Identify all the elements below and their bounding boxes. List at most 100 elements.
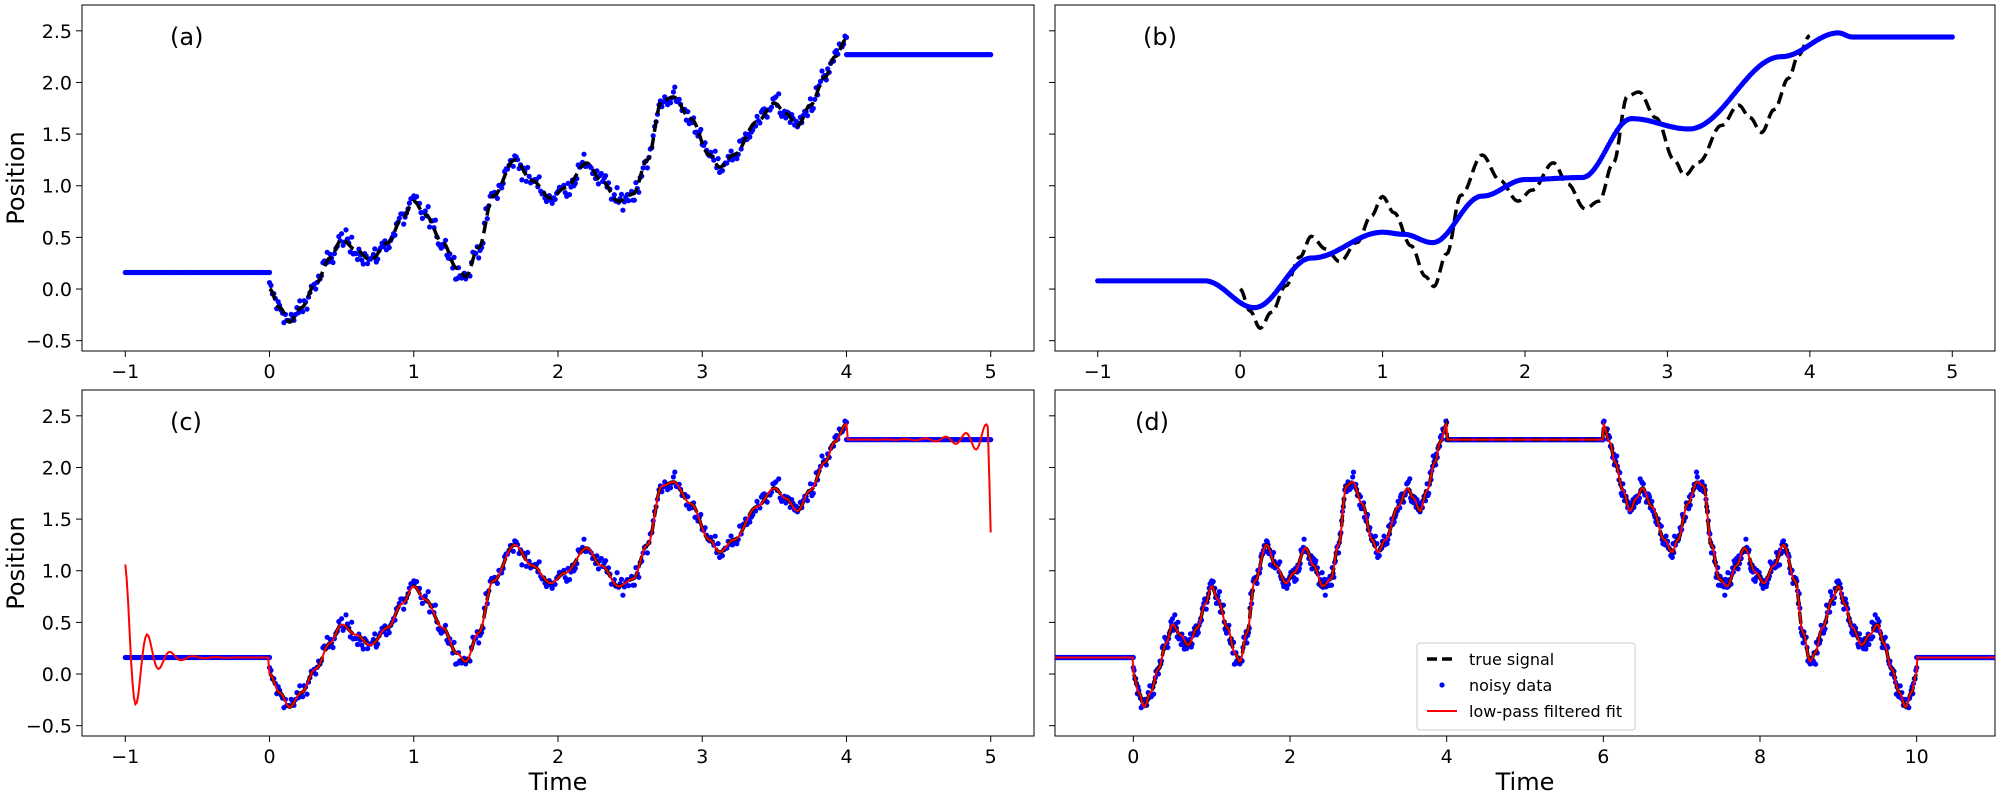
x-tick-label: 5 — [985, 746, 997, 768]
x-axis-label: Time — [1495, 768, 1555, 796]
legend-label: true signal — [1469, 650, 1554, 669]
noisy-data-point — [510, 163, 516, 169]
y-tick-label: 0.5 — [42, 227, 72, 249]
noisy-data-point — [819, 68, 825, 74]
noisy-data-point — [566, 192, 573, 198]
noisy-data-point — [353, 251, 359, 257]
noisy-data-point — [494, 580, 500, 587]
noisy-data-point — [484, 216, 490, 222]
noisy-data-point — [804, 498, 811, 504]
noisy-data-point — [515, 157, 521, 163]
noisy-data-point — [499, 185, 505, 191]
noisy-data-point — [667, 100, 674, 106]
x-tick-label: 0 — [263, 746, 275, 768]
noisy-data-point — [266, 269, 273, 276]
noisy-data-point — [1760, 585, 1766, 591]
noisy-data-point — [768, 104, 775, 110]
noisy-data-point — [1731, 558, 1737, 564]
noisy-data-point — [354, 256, 361, 263]
noisy-data-point — [536, 559, 542, 565]
noisy-data-point — [1277, 559, 1283, 565]
true-signal-line — [268, 422, 848, 710]
legend-label: low-pass filtered fit — [1469, 702, 1622, 721]
noisy-data-point — [419, 600, 425, 607]
x-tick-label: 4 — [840, 361, 852, 383]
noisy-data-point — [422, 593, 428, 599]
noisy-data-point — [406, 200, 412, 206]
noisy-data-point — [297, 683, 303, 689]
noisy-data-point — [650, 133, 656, 139]
noisy-data-point — [523, 178, 529, 184]
y-axis-label: Position — [2, 131, 30, 224]
noisy-data-point — [1216, 589, 1223, 595]
legend-label: noisy data — [1469, 676, 1552, 695]
noisy-data-point — [1751, 577, 1757, 583]
fit-line — [124, 422, 992, 709]
noisy-data-point — [414, 194, 420, 200]
x-tick-label: 4 — [840, 746, 852, 768]
noisy-data-point — [1715, 582, 1722, 588]
y-tick-label: 1.0 — [42, 176, 72, 198]
plot-area — [1055, 417, 1995, 711]
noisy-data-point — [1284, 585, 1290, 591]
noisy-data-point — [683, 502, 690, 508]
x-tick-label: 1 — [408, 361, 420, 383]
noisy-data-point — [1841, 606, 1847, 612]
noisy-data-point — [1694, 474, 1700, 480]
x-axis-label: Time — [528, 768, 588, 796]
x-tick-label: 10 — [1905, 746, 1929, 768]
y-tick-label: 0.0 — [42, 664, 72, 686]
noisy-data-point — [754, 498, 760, 504]
noisy-data-point — [1722, 592, 1728, 598]
noisy-data-point — [734, 541, 740, 547]
noisy-data-point — [1849, 630, 1855, 636]
noisy-data-point — [757, 120, 763, 126]
noisy-data-point-group — [122, 269, 273, 276]
noisy-data-point — [644, 165, 651, 171]
x-tick-label: 2 — [1284, 746, 1296, 768]
noisy-data-point — [698, 126, 704, 133]
noisy-data-point — [783, 500, 789, 506]
noisy-data-point — [1322, 592, 1328, 598]
noisy-data-point — [549, 585, 555, 591]
noisy-data-point — [712, 148, 718, 154]
noisy-data-point — [702, 140, 708, 146]
noisy-data-point — [1184, 646, 1190, 652]
panel-label: (b) — [1143, 23, 1177, 51]
noisy-data-point — [667, 485, 674, 491]
noisy-data-point — [711, 157, 717, 163]
noisy-data-point — [339, 231, 345, 237]
legend-box — [1416, 642, 1636, 731]
noisy-data-point — [386, 245, 392, 251]
noisy-data-point — [330, 259, 336, 266]
x-tick-label: 8 — [1754, 746, 1766, 768]
legend-noisy-data-swatch — [1439, 682, 1445, 688]
noisy-data-point — [1151, 691, 1157, 697]
noisy-data-point — [526, 173, 532, 179]
noisy-data-point — [640, 165, 646, 171]
noisy-data-point — [810, 490, 816, 496]
panel-c: −1 0 1 2 3 4 5 −0.5 0.0 0.5 1.0 1.5 2.0 2.5 Position Ti… — [2, 389, 1035, 796]
noisy-data-point — [372, 246, 378, 252]
noisy-data-point — [734, 156, 740, 162]
panel-a: −1 0 1 2 3 4 5 −0.5 0.0 0.5 1.0 1.5 2.0 2.5 Position (a… — [2, 4, 1035, 383]
noisy-data-point — [812, 96, 818, 102]
x-tick-label: 2 — [1519, 361, 1531, 383]
noisy-data-point — [712, 533, 718, 539]
noisy-data-point — [365, 261, 371, 267]
noisy-data-point — [702, 525, 708, 531]
noisy-data-point — [372, 631, 378, 637]
noisy-data-point — [633, 180, 639, 186]
legend: true signal noisy data low-pass filtered f… — [1416, 642, 1636, 731]
y-tick-label: 2.5 — [42, 406, 72, 428]
noisy-data-point — [1195, 630, 1201, 636]
y-tick-label: 0.5 — [42, 612, 72, 634]
noisy-data-point — [1879, 644, 1885, 651]
true-signal-line — [1239, 34, 1811, 331]
noisy-data-point — [631, 582, 638, 588]
noisy-data-point — [603, 558, 609, 564]
noisy-data-point — [1319, 570, 1325, 576]
noisy-data-point — [1169, 616, 1176, 622]
noisy-data-point — [807, 96, 814, 102]
